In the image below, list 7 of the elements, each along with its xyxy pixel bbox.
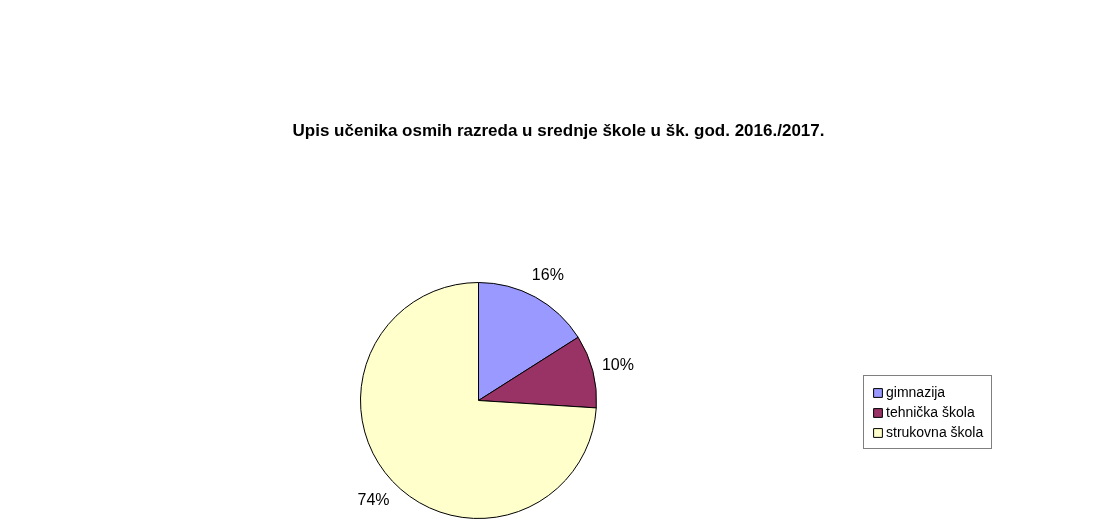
legend-label: gimnazija — [886, 384, 946, 400]
data-label: 74% — [357, 490, 390, 508]
chart-title: Upis učenika osmih razreda u srednje škole u šk. god. 2016./2017. — [292, 121, 825, 140]
legend-label: strukovna škola — [886, 424, 984, 440]
legend-label: tehnička škola — [886, 404, 975, 420]
data-label: 10% — [601, 356, 634, 374]
data-label: 16% — [531, 265, 564, 283]
